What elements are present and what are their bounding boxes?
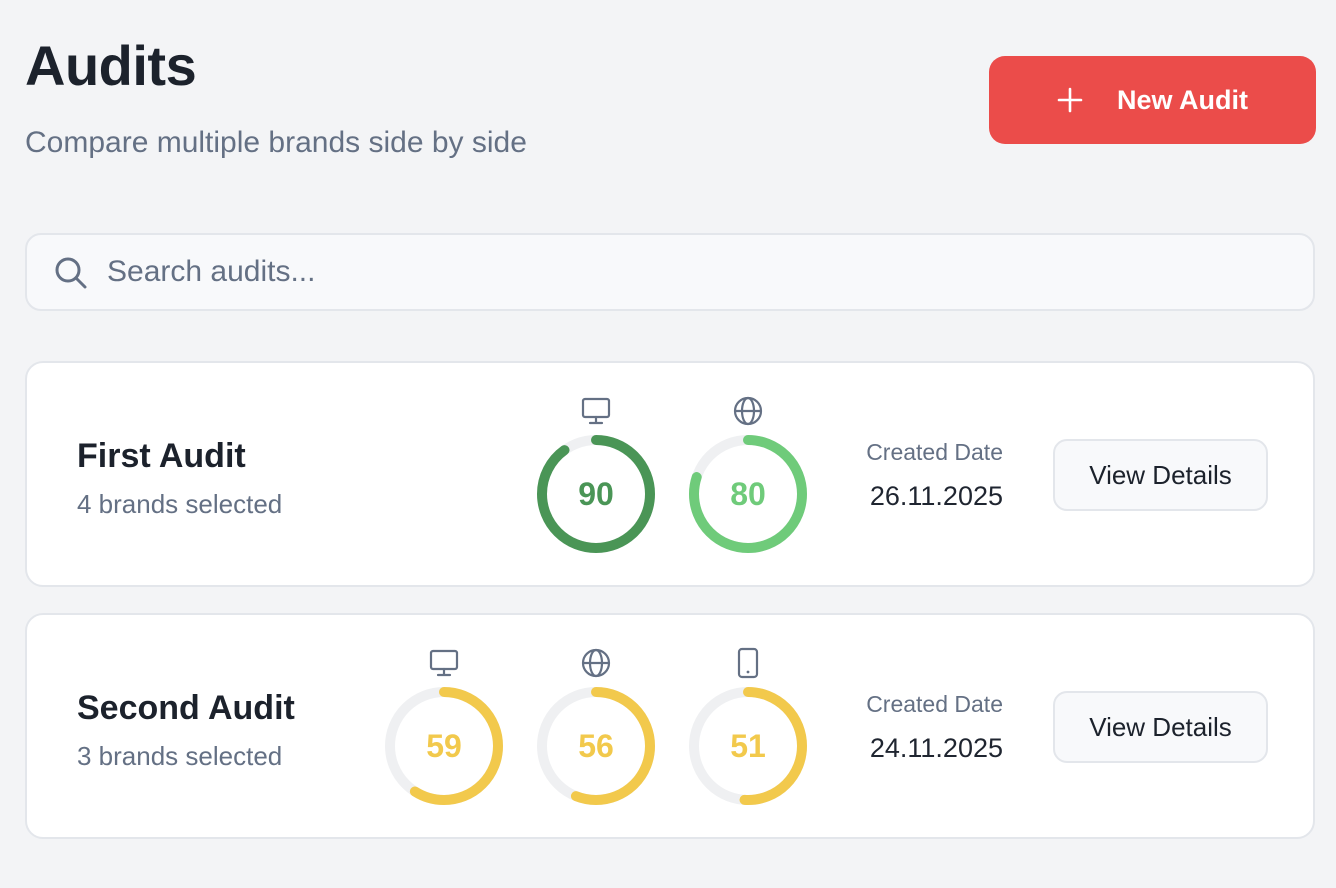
audit-brands-count: 4 brands selected <box>77 489 283 519</box>
score-ring <box>385 687 503 805</box>
score-ring <box>689 435 807 553</box>
score-desktop: 90 <box>535 395 657 585</box>
mobile-icon <box>732 647 764 679</box>
audit-card-second: Second Audit 3 brands selected 59 56 <box>25 613 1315 839</box>
search-box <box>25 233 1315 311</box>
globe-icon <box>732 395 764 427</box>
view-details-button[interactable]: View Details <box>1053 439 1268 511</box>
score-ring <box>537 687 655 805</box>
new-audit-label: New Audit <box>1117 84 1248 115</box>
audit-title: Second Audit <box>77 689 295 727</box>
created-date: 26.11.2025 <box>869 481 1003 511</box>
monitor-icon <box>428 647 460 679</box>
score-desktop: 59 <box>383 647 505 837</box>
created-date: 24.11.2025 <box>869 733 1003 763</box>
score-value: 90 <box>578 475 614 512</box>
score-value: 59 <box>426 727 462 764</box>
score-ring <box>537 435 655 553</box>
score-value: 80 <box>730 475 766 512</box>
plus-icon <box>1057 87 1083 113</box>
date-label: Created Date <box>866 691 1003 717</box>
search-icon <box>53 255 89 291</box>
score-web: 80 <box>687 395 809 585</box>
score-mobile: 51 <box>687 647 809 837</box>
score-web: 56 <box>535 647 657 837</box>
search-input[interactable] <box>107 235 1287 309</box>
date-label: Created Date <box>866 439 1003 465</box>
page-title: Audits <box>25 34 197 97</box>
audit-card-first: First Audit 4 brands selected 90 80 Crea… <box>25 361 1315 587</box>
audit-brands-count: 3 brands selected <box>77 741 283 771</box>
page-subtitle: Compare multiple brands side by side <box>25 126 527 159</box>
score-ring <box>689 687 807 805</box>
view-details-button[interactable]: View Details <box>1053 691 1268 763</box>
globe-icon <box>580 647 612 679</box>
audit-title: First Audit <box>77 437 246 475</box>
score-value: 51 <box>730 727 766 764</box>
monitor-icon <box>580 395 612 427</box>
score-value: 56 <box>578 727 614 764</box>
new-audit-button[interactable]: New Audit <box>989 56 1316 144</box>
